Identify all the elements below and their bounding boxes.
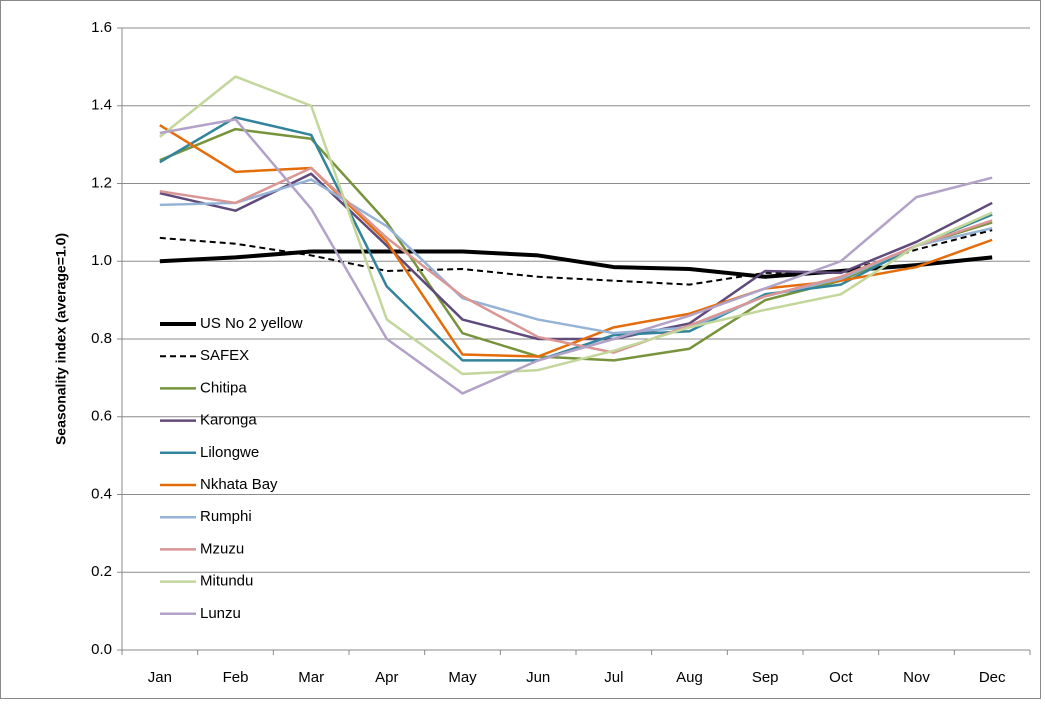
series-line: [159, 127, 993, 362]
y-tick-label: 0.6: [91, 408, 112, 425]
series-line: [159, 124, 993, 358]
y-tick-label: 0.4: [91, 485, 112, 502]
x-tick-label: Mar: [298, 669, 324, 686]
y-tick-label: 1.4: [91, 97, 112, 114]
legend-label: SAFEX: [200, 347, 249, 364]
legend-label: US No 2 yellow: [200, 315, 303, 332]
x-tick-label: Jun: [526, 669, 550, 686]
y-tick-label: 1.0: [91, 252, 112, 269]
series-line: [159, 178, 993, 335]
legend-label: Chitipa: [200, 379, 247, 396]
x-tick-label: Feb: [223, 669, 249, 686]
series-line: [159, 249, 993, 279]
series-line: [159, 118, 993, 395]
y-tick-label: 0.8: [91, 330, 112, 347]
legend-label: Mzuzu: [200, 540, 244, 557]
series-line: [159, 75, 993, 376]
y-axis-label: Seasonality index (average=1.0): [53, 233, 69, 445]
x-tick-label: Dec: [979, 669, 1006, 686]
x-tick-label: Oct: [829, 669, 853, 686]
legend-label: Rumphi: [200, 508, 252, 525]
y-tick-label: 1.6: [91, 19, 112, 36]
series-line: [159, 166, 993, 354]
x-tick-label: Aug: [676, 669, 703, 686]
x-tick-label: Apr: [375, 669, 398, 686]
x-tick-label: Sep: [752, 669, 779, 686]
legend-label: Nkhata Bay: [200, 476, 278, 493]
y-tick-label: 0.2: [91, 563, 112, 580]
x-tick-label: Jul: [604, 669, 623, 686]
y-tick-label: 0.0: [91, 641, 112, 658]
legend-label: Mitundu: [200, 573, 253, 590]
x-tick-label: Nov: [903, 669, 930, 686]
legend-label: Lunzu: [200, 605, 241, 622]
legend-label: Lilongwe: [200, 444, 259, 461]
legend-label: Karonga: [200, 412, 257, 429]
series-line: [159, 172, 993, 341]
x-tick-label: May: [448, 669, 477, 686]
y-tick-label: 1.2: [91, 174, 112, 191]
x-tick-label: Jan: [148, 669, 172, 686]
